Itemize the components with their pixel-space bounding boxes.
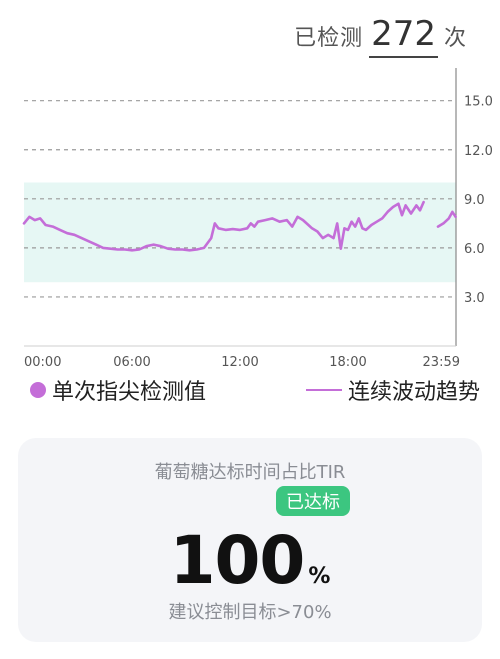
- tir-title: 葡萄糖达标时间占比TIR: [154, 462, 346, 483]
- tir-card[interactable]: 葡萄糖达标时间占比TIR 已达标 100 % 建议控制目标>70%: [18, 438, 482, 642]
- tir-status-badge: 已达标: [276, 486, 350, 516]
- y-tick-label-3: 12.0: [464, 144, 493, 159]
- x-tick-label-4: 23:59: [423, 355, 460, 370]
- x-tick-label-0: 00:00: [24, 355, 61, 370]
- count-label: 已检测: [294, 26, 364, 51]
- y-tick-label-1: 6.0: [464, 242, 485, 257]
- tir-unit: %: [308, 564, 331, 589]
- x-tick-label-3: 18:00: [329, 355, 366, 370]
- legend-single-test: 单次指尖检测值: [30, 374, 206, 406]
- y-tick-label-0: 3.0: [464, 291, 485, 306]
- count-unit: 次: [443, 26, 466, 51]
- y-tick-label-2: 9.0: [464, 193, 485, 208]
- tir-value: 100: [169, 522, 306, 599]
- glucose-trend-line-1: [436, 210, 457, 228]
- tir-value-row: 100 %: [18, 522, 482, 599]
- target-range-band: [24, 182, 456, 283]
- detection-count: 已检测 272 次: [294, 14, 466, 58]
- glucose-chart: 3.0 6.0 9.0 12.0 15.0 00:00 06:00 12:00 18:00 23:…: [22, 68, 493, 370]
- x-tick-label-2: 12:00: [221, 355, 258, 370]
- y-tick-label-4: 15.0: [464, 95, 493, 110]
- legend-continuous-label: 连续波动趋势: [347, 380, 480, 405]
- purple-line-icon: [305, 389, 342, 391]
- chart-legend: 单次指尖检测值 连续波动趋势: [30, 374, 480, 406]
- legend-single-label: 单次指尖检测值: [52, 380, 207, 405]
- glucose-trend-line-0: [22, 200, 425, 252]
- legend-continuous: 连续波动趋势: [305, 374, 480, 406]
- count-value[interactable]: 272: [369, 14, 438, 58]
- x-tick-label-1: 06:00: [113, 355, 150, 370]
- purple-dot-icon: [30, 382, 46, 398]
- tir-suggestion: 建议控制目标>70%: [168, 602, 332, 623]
